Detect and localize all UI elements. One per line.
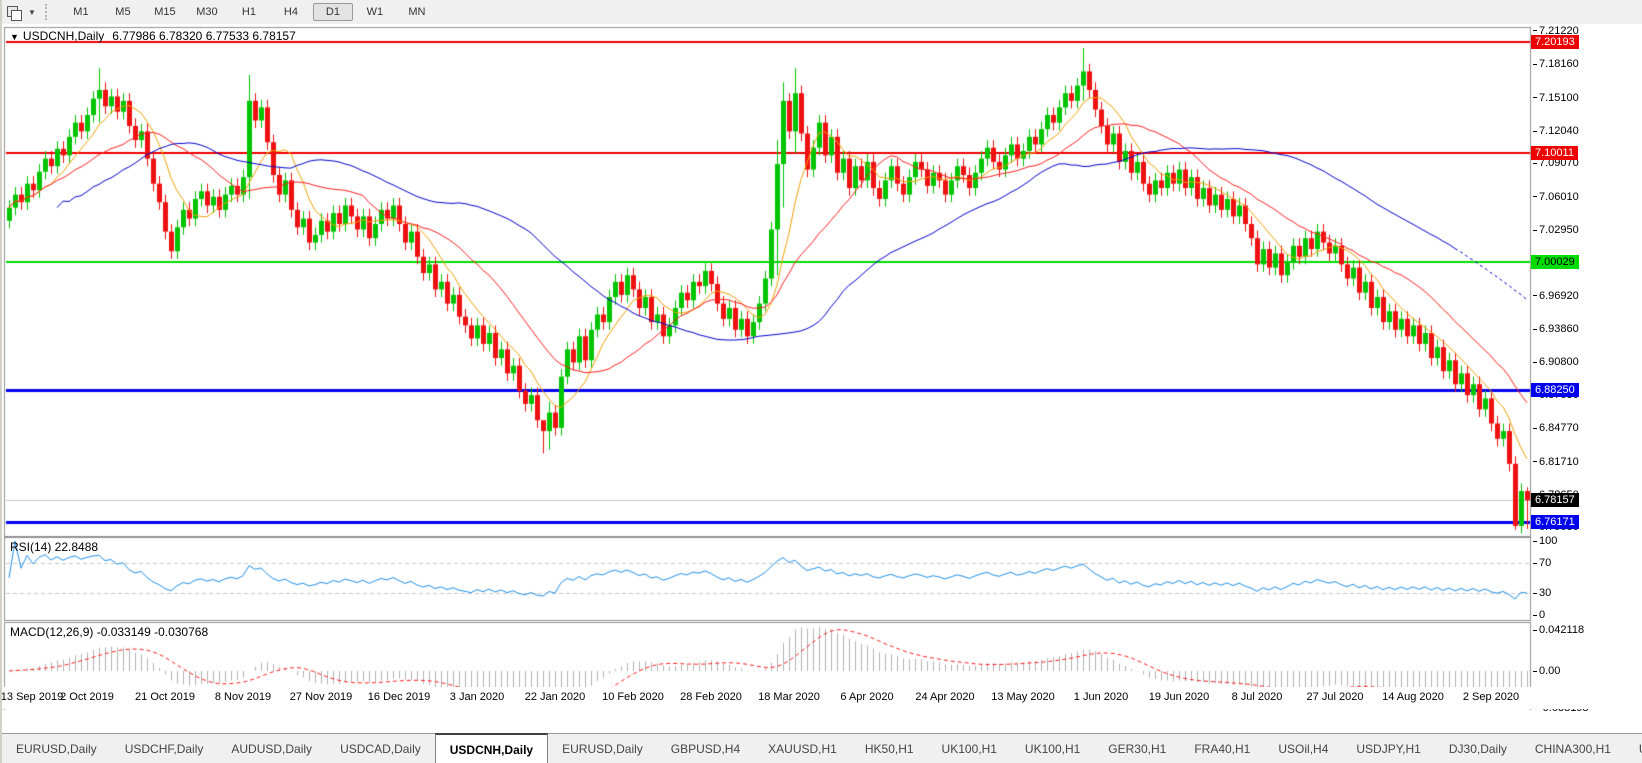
chart-tab-bar: EURUSD,Daily USDCHF,Daily AUDUSD,Daily USDC… xyxy=(2,733,1642,763)
rsi-tick-label: 70 xyxy=(1533,556,1551,570)
chart-window: ▼ USDCNH,Daily 6.77986 6.78320 6.77533 6.7… xyxy=(2,24,1642,733)
chart-tab-usdcnh-daily[interactable]: USDCNH,Daily xyxy=(434,733,549,763)
date-tick-label: 27 Nov 2019 xyxy=(289,691,353,703)
date-tick-label: 2 Sep 2020 xyxy=(1462,691,1520,703)
chart-tab-eurusd-daily[interactable]: EURUSD,Daily xyxy=(562,742,643,756)
chart-tab-dj30-daily[interactable]: DJ30,Daily xyxy=(1448,742,1507,756)
rsi-tick-label: 0 xyxy=(1533,608,1545,622)
macd-tick-label: 0.00 xyxy=(1533,664,1560,678)
date-tick-label: 19 Jun 2020 xyxy=(1148,691,1210,703)
chevron-down-icon[interactable]: ▼ xyxy=(28,7,36,17)
chart-tab-hk50-h1[interactable]: HK50,H1 xyxy=(864,742,914,756)
price-tick-label: 7.21220 xyxy=(1533,24,1579,38)
chart-ohlc-values: 6.77986 6.78320 6.77533 6.78157 xyxy=(112,29,296,43)
chart-tab-usoil-h4[interactable]: USOil,H4 xyxy=(1278,742,1329,756)
chart-tab-usdcad-daily[interactable]: USDCAD,Daily xyxy=(340,742,421,756)
timeframe-button-m1[interactable]: M1 xyxy=(73,6,89,18)
timeframe-button-mn[interactable]: MN xyxy=(408,6,426,18)
chart-tab-audusd-daily[interactable]: AUDUSD,Daily xyxy=(231,742,313,756)
rsi-tick-label: 100 xyxy=(1533,534,1557,548)
collapse-triangle-icon[interactable]: ▼ xyxy=(10,32,19,42)
date-tick-label: 10 Feb 2020 xyxy=(602,691,664,703)
chart-tab-ger30-h1[interactable]: GER30,H1 xyxy=(1108,742,1167,756)
price-tick-label: 6.90800 xyxy=(1533,355,1579,369)
timeframe-button-m5[interactable]: M5 xyxy=(115,6,131,18)
date-tick-label: 24 Apr 2020 xyxy=(915,691,975,703)
chart-shift-icon[interactable] xyxy=(4,3,26,21)
price-chart-canvas[interactable] xyxy=(2,24,1642,710)
price-level-badge: 6.88250 xyxy=(1531,383,1579,398)
timeframe-toolbar: ▼ M1 M5 M15 M30 H1 H4 D1 W1 MN xyxy=(2,0,1642,25)
date-tick-label: 13 Sep 2019 xyxy=(0,691,64,703)
price-tick-label: 7.12040 xyxy=(1533,124,1579,138)
price-level-badge: 7.00029 xyxy=(1531,254,1579,269)
chart-tab-uk100-h1[interactable]: UK100,H1 xyxy=(941,742,997,756)
date-tick-label: 8 Jul 2020 xyxy=(1231,691,1283,703)
toolbar-grip-handle[interactable] xyxy=(44,4,52,20)
date-tick-label: 18 Mar 2020 xyxy=(758,691,820,703)
date-tick-label: 16 Dec 2019 xyxy=(367,691,431,703)
date-tick-label: 3 Jan 2020 xyxy=(449,691,505,703)
timeframe-button-w1[interactable]: W1 xyxy=(366,6,384,18)
date-tick-label: 21 Oct 2019 xyxy=(135,691,195,703)
price-level-badge: 7.20193 xyxy=(1531,35,1579,50)
date-tick-label: 1 Jun 2020 xyxy=(1073,691,1129,703)
date-tick-label: 2 Oct 2019 xyxy=(60,691,114,703)
rsi-indicator-label: RSI(14) 22.8488 xyxy=(10,540,99,554)
date-tick-label: 14 Aug 2020 xyxy=(1382,691,1444,703)
chart-tab-uk100-h1[interactable]: UK100,H1 xyxy=(1024,742,1081,756)
chart-tab-fra40-h1[interactable]: FRA40,H1 xyxy=(1194,742,1251,756)
rsi-tick-label: 30 xyxy=(1533,586,1551,600)
date-tick-label: 13 May 2020 xyxy=(991,691,1055,703)
price-tick-label: 7.09070 xyxy=(1533,156,1579,170)
price-level-badge: 7.10011 xyxy=(1531,146,1578,161)
price-tick-label: 6.93860 xyxy=(1533,322,1579,336)
timeframe-button-m15[interactable]: M15 xyxy=(154,6,176,18)
chart-tab-eurusd-daily[interactable]: EURUSD,Daily xyxy=(16,742,97,756)
price-level-badge: 6.76171 xyxy=(1531,514,1579,529)
timeframe-button-m30[interactable]: M30 xyxy=(196,6,218,18)
date-tick-label: 27 Jul 2020 xyxy=(1306,691,1364,703)
macd-tick-label: 0.042118 xyxy=(1533,623,1584,637)
timeframe-button-d1[interactable]: D1 xyxy=(312,3,353,21)
date-tick-label: 8 Nov 2019 xyxy=(214,691,272,703)
price-tick-label: 7.02950 xyxy=(1533,223,1579,237)
timeframe-buttons: M1 M5 M15 M30 H1 H4 D1 W1 MN xyxy=(60,3,438,21)
chart-tab-usdchf-daily[interactable]: USDCHF,Daily xyxy=(124,742,204,756)
timeframe-button-h4[interactable]: H4 xyxy=(283,6,298,18)
macd-indicator-label: MACD(12,26,9) -0.033149 -0.030768 xyxy=(10,625,209,639)
chart-title: ▼ USDCNH,Daily 6.77986 6.78320 6.77533 6.7… xyxy=(10,29,296,43)
chart-tab-usdjpy-h1[interactable]: USDJPY,H1 xyxy=(1356,742,1421,756)
date-tick-label: 28 Feb 2020 xyxy=(680,691,742,703)
price-tick-label: 6.84770 xyxy=(1533,421,1579,435)
price-tick-label: 6.96920 xyxy=(1533,289,1579,303)
chart-tab-xauusd-h1[interactable]: XAUUSD,H1 xyxy=(768,742,837,756)
chart-tab-usoil-h1[interactable]: USOil,H1 xyxy=(1625,734,1642,763)
date-tick-label: 22 Jan 2020 xyxy=(524,691,586,703)
chart-tab-gbpusd-h4[interactable]: GBPUSD,H4 xyxy=(670,742,741,756)
price-tick-label: 7.06010 xyxy=(1533,190,1579,204)
price-tick-label: 7.18160 xyxy=(1533,57,1579,71)
date-axis: 13 Sep 2019 2 Oct 2019 21 Oct 2019 8 Nov 20… xyxy=(2,687,1642,709)
price-tick-label: 7.15100 xyxy=(1533,91,1579,105)
chart-symbol-label: USDCNH,Daily xyxy=(22,29,105,43)
date-tick-label: 6 Apr 2020 xyxy=(840,691,894,703)
chart-tab-china300-h1[interactable]: CHINA300,H1 xyxy=(1534,742,1611,756)
price-level-badge: 6.78157 xyxy=(1531,493,1579,508)
timeframe-button-h1[interactable]: H1 xyxy=(241,6,256,18)
price-tick-label: 6.81710 xyxy=(1533,455,1579,469)
